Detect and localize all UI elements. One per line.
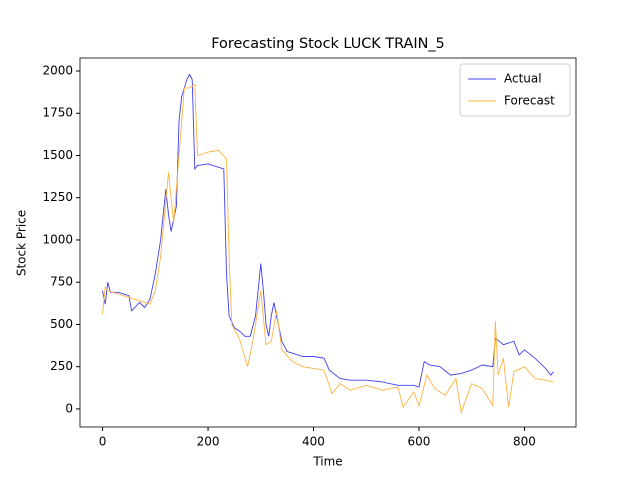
y-tick-label: 1750 bbox=[42, 106, 73, 120]
x-tick-label: 600 bbox=[408, 435, 431, 449]
y-tick-label: 250 bbox=[50, 359, 73, 373]
y-axis-label: Stock Price bbox=[15, 210, 29, 276]
series-line bbox=[102, 73, 554, 388]
y-tick-label: 1000 bbox=[42, 232, 73, 246]
plot-frame bbox=[79, 57, 577, 428]
x-axis-label: Time bbox=[312, 455, 342, 469]
y-tick-label: 1500 bbox=[42, 148, 73, 162]
legend-label: Actual bbox=[504, 72, 542, 86]
y-tick-label: 500 bbox=[50, 317, 73, 331]
y-tick-label: 750 bbox=[50, 275, 73, 289]
y-tick-label: 2000 bbox=[42, 64, 73, 78]
x-tick-label: 400 bbox=[302, 435, 325, 449]
legend-box bbox=[459, 63, 571, 117]
chart-title: Forecasting Stock LUCK TRAIN_5 bbox=[211, 36, 444, 52]
x-tick-label: 800 bbox=[513, 435, 536, 449]
y-tick-label: 0 bbox=[65, 401, 73, 415]
legend-label: Forecast bbox=[504, 94, 555, 108]
x-tick-label: 200 bbox=[197, 435, 220, 449]
y-tick-label: 1250 bbox=[42, 190, 73, 204]
series-line bbox=[102, 83, 554, 415]
x-tick-label: 0 bbox=[99, 435, 107, 449]
